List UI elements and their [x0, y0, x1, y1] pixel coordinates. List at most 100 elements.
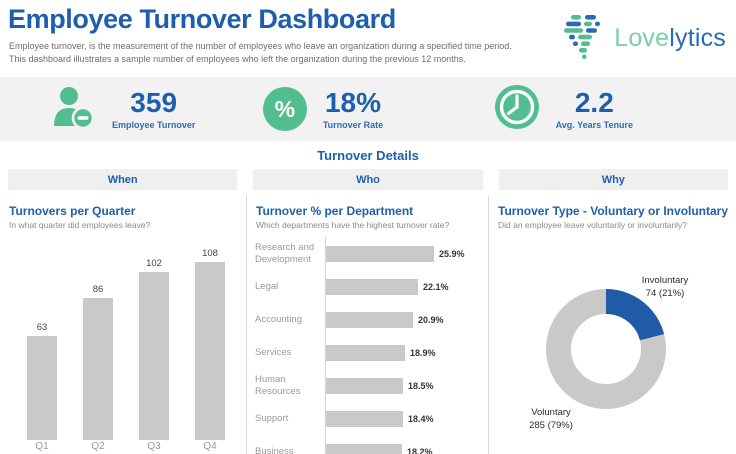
quarter-bar-group: 102 [126, 258, 182, 440]
page-subtitle: Employee turnover, is the measurement of… [9, 40, 512, 66]
chart-turnover-type: Turnover Type - Voluntary or Involuntary… [489, 195, 736, 454]
donut-label-involuntary: Involuntary 74 (21%) [615, 274, 715, 301]
department-label: Research and Development [255, 241, 315, 265]
quarter-bar[interactable] [83, 298, 113, 440]
charts-row: Turnovers per Quarter In what quarter di… [0, 195, 736, 454]
department-bar[interactable] [326, 245, 434, 262]
quarter-bar-plot: 63 86 102 108 [14, 245, 238, 440]
subtitle-line-1: Employee turnover, is the measurement of… [9, 41, 512, 51]
section-header-why: Why [498, 169, 728, 190]
department-row: Legal 22.1% [255, 270, 486, 303]
bar-track: 18.4% [325, 402, 486, 435]
logo-word-lytics: lytics [669, 24, 726, 52]
lovelytics-logo: Lovelytics [563, 13, 726, 64]
page-title: Employee Turnover Dashboard [8, 4, 396, 34]
kpi-label: Turnover Rate [322, 119, 384, 130]
percent-icon: % [262, 87, 307, 131]
quarter-bar[interactable] [195, 262, 225, 440]
chart-subtitle: In what quarter did employees leave? [9, 220, 151, 230]
quarter-bar[interactable] [139, 272, 169, 440]
department-label: Services [255, 346, 292, 358]
bar-value-label: 86 [92, 284, 104, 295]
section-header-who: Who [253, 169, 483, 190]
quarter-bar-group: 86 [70, 284, 126, 440]
x-axis-label: Q2 [91, 441, 105, 452]
kpi-employee-turnover: 359 Employee Turnover [0, 84, 245, 135]
department-bar[interactable] [326, 443, 402, 454]
bar-value-label: 20.9% [418, 314, 444, 325]
slice-value: 74 (21%) [645, 288, 685, 300]
bar-track: 20.9% [325, 303, 486, 336]
kpi-value: 2.2 [574, 86, 614, 118]
department-label: Legal [255, 280, 279, 292]
department-label: Support [255, 412, 289, 424]
chart-subtitle: Did an employee leave voluntarily or inv… [498, 220, 687, 230]
kpi-band: 359 Employee Turnover % 18% Turnover Rat… [0, 77, 736, 141]
slice-value: 285 (79%) [529, 420, 573, 432]
bar-track: 18.2% [325, 435, 486, 454]
bar-value-label: 108 [202, 248, 218, 259]
department-bar[interactable] [326, 344, 405, 361]
department-row: Services 18.9% [255, 336, 486, 369]
donut-chart[interactable] [546, 289, 666, 409]
department-row: Research and Development 25.9% [255, 237, 486, 270]
bar-value-label: 25.9% [439, 248, 465, 259]
department-label: Accounting [255, 313, 303, 325]
logo-word-love: Love [614, 24, 670, 52]
x-axis-label: Q4 [203, 441, 217, 452]
x-axis-label: Q1 [35, 441, 49, 452]
quarter-bar[interactable] [27, 336, 57, 440]
department-bar[interactable] [326, 377, 403, 394]
quarter-bar-group: 63 [14, 322, 70, 440]
department-row: Business 18.2% [255, 435, 486, 454]
kpi-label: Avg. Years Tenure [555, 119, 633, 130]
section-header-row: When Who Why [0, 169, 736, 190]
logo-wordmark: Lovelytics [614, 24, 726, 53]
chart-subtitle: Which departments have the highest turno… [256, 220, 450, 230]
bar-value-label: 18.9% [410, 347, 436, 358]
bar-track: 18.9% [325, 336, 486, 369]
department-label: Human Resources [255, 373, 301, 397]
department-row: Human Resources 18.5% [255, 369, 486, 402]
bar-track: 25.9% [325, 237, 486, 270]
department-label: Business [255, 445, 294, 454]
department-bar[interactable] [326, 410, 403, 427]
department-row: Support 18.4% [255, 402, 486, 435]
bar-track: 22.1% [325, 270, 486, 303]
chart-turnovers-per-quarter: Turnovers per Quarter In what quarter di… [0, 195, 247, 454]
kpi-label: Employee Turnover [111, 119, 196, 130]
slice-name: Involuntary [641, 275, 689, 286]
kpi-value: 18% [324, 86, 382, 118]
quarter-x-axis: Q1 Q2 Q3 Q4 [14, 441, 238, 454]
department-row: Accounting 20.9% [255, 303, 486, 336]
clock-icon [494, 84, 540, 135]
kpi-turnover-rate: % 18% Turnover Rate [200, 87, 445, 131]
kpi-value: 359 [130, 86, 178, 118]
slice-name: Voluntary [531, 407, 571, 418]
chart-title: Turnover % per Department [256, 204, 414, 218]
donut-label-voluntary: Voluntary 285 (79%) [501, 406, 601, 433]
details-title: Turnover Details [317, 148, 419, 163]
bar-value-label: 18.4% [408, 413, 434, 424]
chart-title: Turnovers per Quarter [9, 204, 136, 218]
department-bar[interactable] [326, 311, 413, 328]
kpi-avg-years-tenure: 2.2 Avg. Years Tenure [441, 84, 686, 135]
bar-value-label: 18.5% [408, 380, 434, 391]
header: Employee Turnover Dashboard Employee tur… [0, 0, 736, 77]
chart-turnover-per-department: Turnover % per Department Which departme… [247, 195, 489, 454]
subtitle-line-2: This dashboard illustrates a sample numb… [9, 54, 466, 65]
section-header-when: When [8, 169, 238, 190]
bar-value-label: 18.2% [407, 446, 433, 454]
heart-dashes-icon [563, 13, 607, 64]
bar-value-label: 63 [36, 322, 48, 333]
department-bar-plot: Research and Development 25.9% Legal 22.1% A… [255, 237, 486, 454]
department-bar[interactable] [326, 278, 418, 295]
bar-value-label: 22.1% [423, 281, 449, 292]
person-minus-icon [50, 84, 96, 135]
quarter-bar-group: 108 [182, 248, 238, 440]
bar-value-label: 102 [146, 258, 162, 269]
bar-track: 18.5% [325, 369, 486, 402]
x-axis-label: Q3 [147, 441, 161, 452]
chart-title: Turnover Type - Voluntary or Involuntary [498, 204, 729, 218]
